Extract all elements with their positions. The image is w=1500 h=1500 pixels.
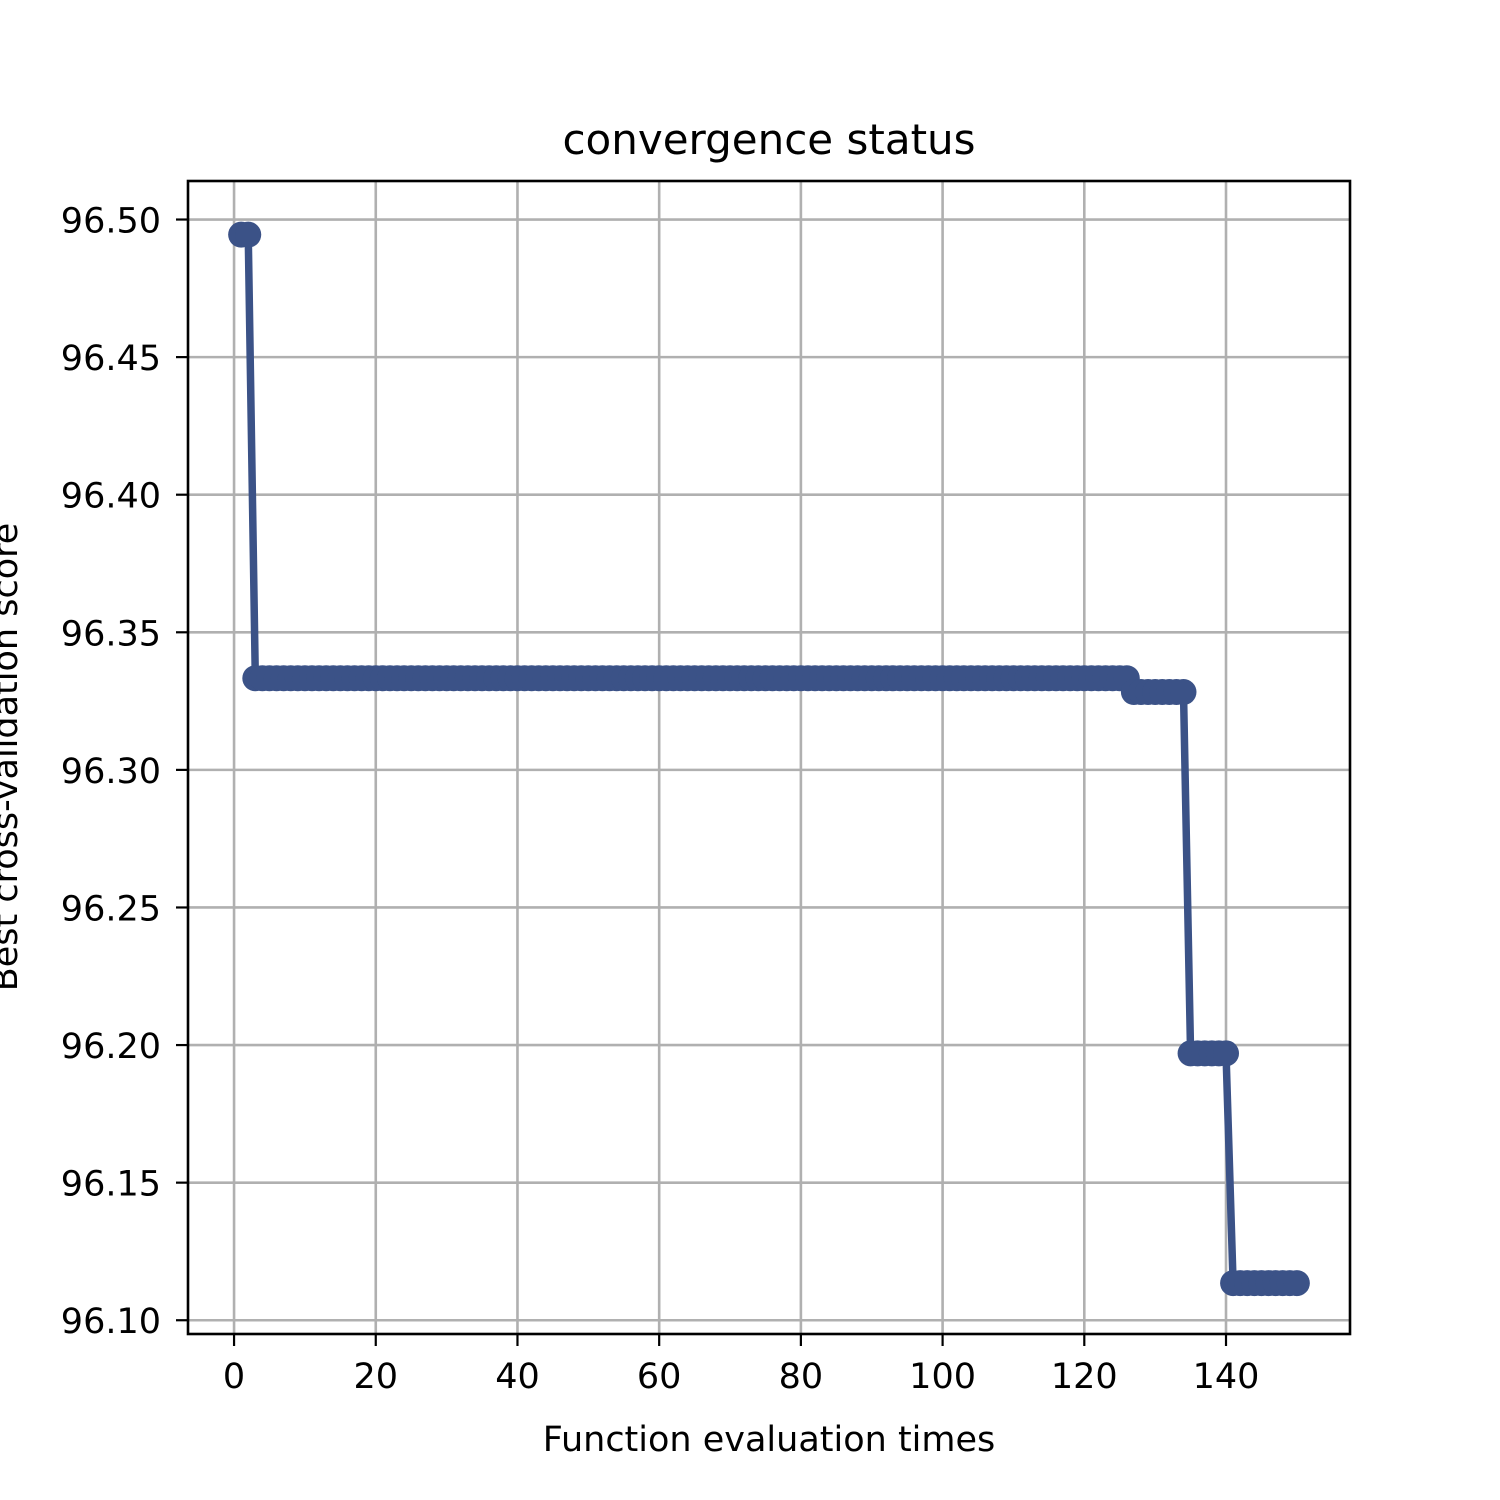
chart-title: convergence status — [562, 115, 975, 164]
data-point-marker — [1283, 1270, 1310, 1297]
x-tick-label: 40 — [495, 1357, 540, 1397]
data-point-marker — [1170, 679, 1197, 706]
y-tick-label: 96.15 — [61, 1165, 161, 1205]
data-point-marker — [235, 221, 262, 248]
x-tick-label: 60 — [637, 1357, 682, 1397]
x-tick-label: 0 — [223, 1357, 245, 1397]
series-layer — [228, 221, 1310, 1297]
y-tick-label: 96.35 — [61, 614, 161, 654]
y-tick-label: 96.40 — [61, 477, 161, 517]
plot-area-frame — [186, 179, 1352, 1336]
x-tick-label: 120 — [1051, 1357, 1118, 1397]
x-axis-title: Function evaluation times — [543, 1420, 996, 1460]
tick-layer: 0 20 40 60 80 100 120 140 96.10 96.15 96.20 96.25 96… — [61, 202, 1260, 1397]
data-point-marker — [1213, 1040, 1240, 1067]
x-tick-label: 20 — [353, 1357, 398, 1397]
x-tick-label: 100 — [909, 1357, 976, 1397]
y-axis-title: Best cross-validation score — [0, 523, 26, 992]
x-tick-label: 140 — [1193, 1357, 1260, 1397]
grid-layer — [188, 181, 1350, 1334]
y-tick-label: 96.45 — [61, 339, 161, 379]
y-tick-label: 96.50 — [61, 202, 161, 242]
x-tick-label: 80 — [779, 1357, 824, 1397]
y-tick-label: 96.20 — [61, 1027, 161, 1067]
y-tick-label: 96.10 — [61, 1302, 161, 1342]
y-tick-label: 96.25 — [61, 889, 161, 929]
y-tick-label: 96.30 — [61, 752, 161, 792]
